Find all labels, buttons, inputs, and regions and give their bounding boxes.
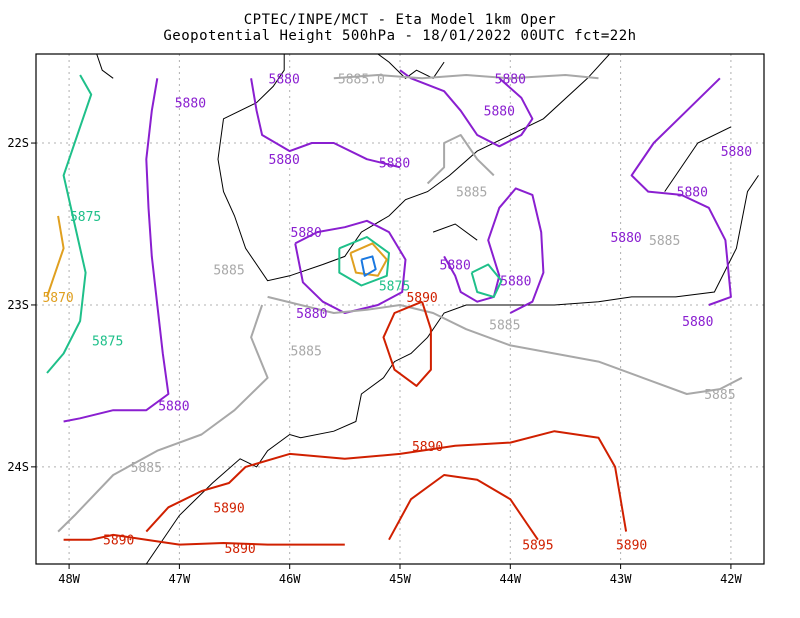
coastline-segment (664, 126, 732, 192)
contour-label: 5890 (406, 291, 437, 306)
contour-label: 5880 (269, 72, 300, 87)
contour-label: 5880 (677, 186, 708, 201)
contour-5875 (46, 74, 93, 374)
contour-label: 5880 (721, 145, 752, 160)
contour-5880 (250, 78, 401, 169)
contour-label: 5880 (269, 153, 300, 168)
contour-label: 5880 (175, 97, 206, 112)
contour-label: 5885 (489, 318, 520, 333)
y-tick-label: 23S (7, 298, 29, 312)
x-tick-label: 46W (279, 572, 301, 586)
coastline-segment (217, 54, 610, 282)
contour-lines (46, 69, 743, 546)
coastline-segment (145, 175, 759, 564)
coastline-segment (96, 54, 114, 79)
x-tick-label: 47W (169, 572, 191, 586)
contour-label: 5880 (682, 315, 713, 330)
contour-5875 (470, 263, 503, 298)
contour-label: 5885 (213, 263, 244, 278)
contour-5880 (294, 219, 407, 314)
coastline-segment (377, 54, 445, 79)
contour-label: 5875 (70, 210, 101, 225)
coastline-segment (432, 223, 478, 241)
contour-5885 (57, 304, 269, 533)
contour-label: 5880 (291, 226, 322, 241)
contour-label: 5885.0 (338, 72, 385, 87)
contour-5880 (63, 78, 170, 423)
x-tick-label: 45W (389, 572, 411, 586)
x-tick-label: 43W (610, 572, 632, 586)
contour-label: 5875 (379, 280, 410, 295)
contour-label: 5895 (522, 539, 553, 554)
contour-5880 (630, 77, 732, 306)
contour-label: 5875 (92, 335, 123, 350)
contour-5870 (46, 215, 65, 298)
contour-label: 5880 (610, 231, 641, 246)
contour-label: 5880 (440, 259, 471, 274)
y-tick-label: 22S (7, 136, 29, 150)
contour-label: 5885 (704, 388, 735, 403)
contour-label: 5880 (484, 105, 515, 120)
contour-label: 5885 (291, 344, 322, 359)
contour-labels: 5880 5880 5880 5880 5880 5880 5880 5880 5880 5880… (42, 72, 752, 557)
contour-5885 (426, 134, 495, 185)
contour-label: 5890 (213, 501, 244, 516)
contour-label: 5890 (103, 534, 134, 549)
contour-label: 5870 (42, 291, 73, 306)
axis-ticks: 48W 47W 46W 45W 44W 43W 42W 22S 23S 24S (7, 136, 742, 586)
contour-5875 (338, 236, 390, 287)
contour-label: 5885 (649, 234, 680, 249)
contour-5890 (63, 533, 345, 546)
contour-label: 5885 (456, 186, 487, 201)
gridlines (36, 54, 764, 564)
contour-5880 (399, 69, 534, 148)
coastline (96, 54, 759, 564)
contour-5895 (388, 474, 539, 541)
contour-label: 5880 (500, 275, 531, 290)
x-tick-label: 48W (58, 572, 80, 586)
contour-5870 (349, 242, 388, 277)
contour-label: 5880 (379, 157, 410, 172)
contour-label: 5880 (296, 307, 327, 322)
y-tick-label: 24S (7, 460, 29, 474)
contour-5880 (443, 187, 545, 314)
contour-label: 5880 (158, 399, 189, 414)
x-tick-label: 42W (720, 572, 742, 586)
contour-5885 (267, 295, 743, 395)
x-tick-label: 44W (499, 572, 521, 586)
chart-title: CPTEC/INPE/MCT - Eta Model 1km Oper (243, 12, 557, 28)
contour-5870 (360, 255, 377, 277)
contour-5890 (145, 430, 628, 533)
contour-label: 5885 (131, 461, 162, 476)
contour-label: 5890 (412, 440, 443, 455)
contour-5890 (382, 300, 432, 387)
contour-5885 (333, 74, 599, 80)
chart-subtitle: Geopotential Height 500hPa - 18/01/2022 … (163, 28, 637, 44)
contour-label: 5890 (616, 539, 647, 554)
contour-label: 5880 (495, 72, 526, 87)
contour-label: 5890 (224, 542, 255, 557)
